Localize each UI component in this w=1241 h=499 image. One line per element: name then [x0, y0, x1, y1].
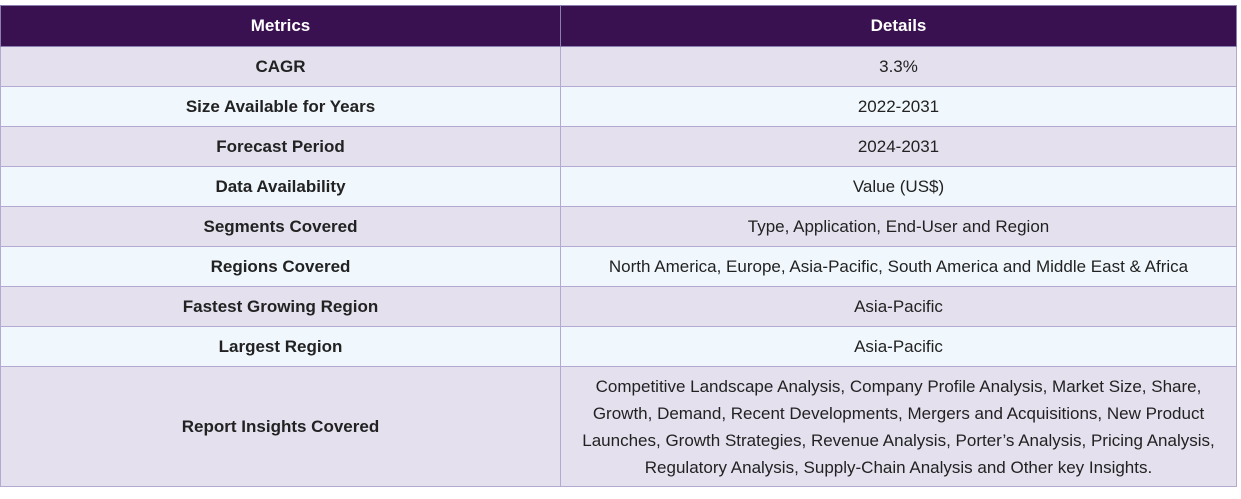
detail-cell: Value (US$): [560, 166, 1237, 207]
metric-cell: Report Insights Covered: [0, 366, 561, 487]
header-metrics: Metrics: [0, 5, 561, 47]
detail-cell: North America, Europe, Asia-Pacific, Sou…: [560, 246, 1237, 287]
metrics-table-container: Metrics Details CAGR 3.3% Size Available…: [0, 5, 1237, 487]
table-row: Fastest Growing Region Asia-Pacific: [0, 286, 1237, 327]
metrics-table: Metrics Details CAGR 3.3% Size Available…: [0, 5, 1237, 487]
detail-cell: 2024-2031: [560, 126, 1237, 167]
detail-cell: Type, Application, End-User and Region: [560, 206, 1237, 247]
detail-cell: 2022-2031: [560, 86, 1237, 127]
table-row: Largest Region Asia-Pacific: [0, 326, 1237, 367]
metric-cell: Fastest Growing Region: [0, 286, 561, 327]
detail-cell: Asia-Pacific: [560, 326, 1237, 367]
header-details: Details: [560, 5, 1237, 47]
metric-cell: Largest Region: [0, 326, 561, 367]
detail-cell: Asia-Pacific: [560, 286, 1237, 327]
metric-cell: Data Availability: [0, 166, 561, 207]
table-row: Forecast Period 2024-2031: [0, 126, 1237, 167]
table-row: Regions Covered North America, Europe, A…: [0, 246, 1237, 287]
detail-cell: Competitive Landscape Analysis, Company …: [560, 366, 1237, 487]
metric-cell: Segments Covered: [0, 206, 561, 247]
table-row: Segments Covered Type, Application, End-…: [0, 206, 1237, 247]
metric-cell: Forecast Period: [0, 126, 561, 167]
table-row: Data Availability Value (US$): [0, 166, 1237, 207]
table-row: CAGR 3.3%: [0, 46, 1237, 87]
metric-cell: Regions Covered: [0, 246, 561, 287]
detail-cell: 3.3%: [560, 46, 1237, 87]
metric-cell: CAGR: [0, 46, 561, 87]
table-row: Report Insights Covered Competitive Land…: [0, 366, 1237, 487]
metric-cell: Size Available for Years: [0, 86, 561, 127]
table-row: Size Available for Years 2022-2031: [0, 86, 1237, 127]
header-row: Metrics Details: [0, 5, 1237, 47]
